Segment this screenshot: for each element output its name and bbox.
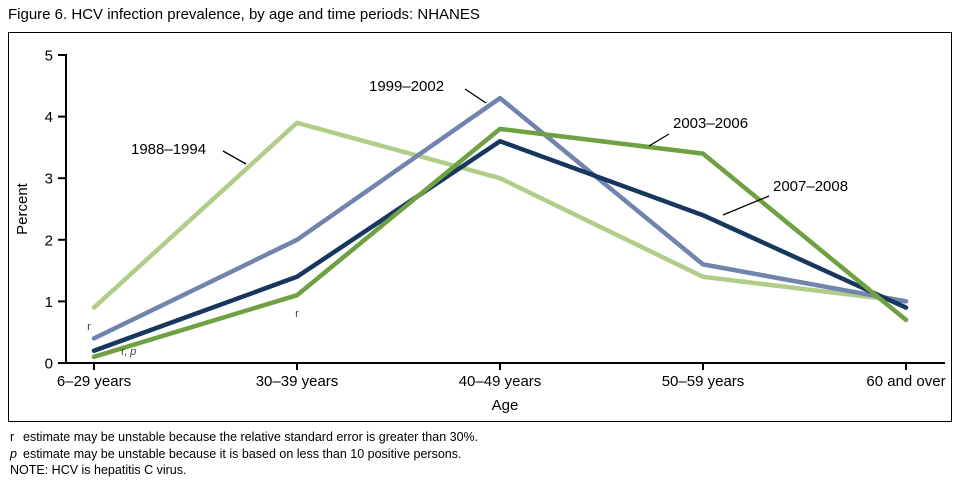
leader-line-2007-2008 xyxy=(722,195,770,216)
series-label-1999-2002: 1999–2002 xyxy=(369,78,444,95)
y-axis-title: Percent xyxy=(14,182,31,235)
y-tick-label: 0 xyxy=(45,356,53,373)
footnote-text: NOTE: HCV is hepatitis C virus. xyxy=(10,463,187,477)
x-tick-label: 6–29 years xyxy=(57,373,131,390)
series-lines xyxy=(91,95,909,360)
series-line-1988–1994 xyxy=(91,120,909,310)
y-tick-label: 3 xyxy=(45,171,53,188)
x-axis-title: Age xyxy=(492,397,519,414)
figure-title: Figure 6. HCV infection prevalence, by a… xyxy=(8,6,480,23)
footnote-note: NOTE: HCV is hepatitis C virus. xyxy=(10,462,478,479)
footnote-text: estimate may be unstable because it is b… xyxy=(23,446,462,461)
footnote-text: estimate may be unstable because the rel… xyxy=(23,430,479,444)
y-tick-label: 1 xyxy=(45,294,53,311)
footnote-marker: p xyxy=(10,446,17,461)
annotation-r-1: r xyxy=(87,321,91,333)
footnote-p: p estimate may be unstable because it is … xyxy=(10,446,478,463)
annotation-r-2: r xyxy=(295,308,299,320)
y-tick-label: 5 xyxy=(45,48,53,65)
footnote-marker: r xyxy=(10,430,15,444)
x-tick-label: 40–49 years xyxy=(459,373,542,390)
leader-line-2003-2006 xyxy=(648,133,670,147)
chart-area: 0 1 2 3 4 5 6–29 years 30–39 years 40–49 years 5… xyxy=(8,32,952,422)
series-label-1988-1994: 1988–1994 xyxy=(131,141,206,158)
footnotes: r estimate may be unstable because the re… xyxy=(10,429,478,479)
leader-line-1999-2002 xyxy=(464,88,487,104)
series-line-2007–2008 xyxy=(91,138,909,353)
series-label-2007-2008: 2007–2008 xyxy=(773,178,848,195)
x-axis-ticks: 6–29 years 30–39 years 40–49 years 50–59 ye… xyxy=(57,363,946,390)
annotation-r-p: r, p xyxy=(121,346,136,358)
line-chart: 0 1 2 3 4 5 6–29 years 30–39 years 40–49 years 5… xyxy=(14,48,946,415)
y-tick-label: 4 xyxy=(45,109,53,126)
leader-line-1988-1994 xyxy=(222,150,247,165)
x-tick-label: 50–59 years xyxy=(662,373,745,390)
footnote-r: r estimate may be unstable because the re… xyxy=(10,429,478,446)
series-line-1999–2002 xyxy=(91,95,909,341)
x-tick-label: 30–39 years xyxy=(256,373,339,390)
series-label-2003-2006: 2003–2006 xyxy=(673,115,748,132)
x-tick-label: 60 and over xyxy=(866,373,945,390)
y-axis-ticks: 0 1 2 3 4 5 xyxy=(45,48,66,373)
series-line-2003–2006 xyxy=(91,126,909,360)
y-tick-label: 2 xyxy=(45,232,53,249)
